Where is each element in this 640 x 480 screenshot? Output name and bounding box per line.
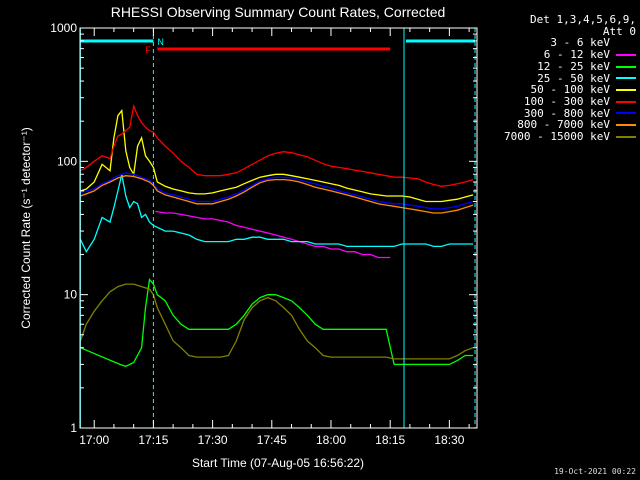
legend-entry-4: 50 - 100 keV: [470, 84, 636, 96]
x-tick-label-6: 18:30: [434, 433, 464, 447]
series-line-8: [79, 283, 474, 360]
legend-entry-2: 12 - 25 keV: [470, 61, 636, 73]
legend-entry-label: 6 - 12 keV: [543, 48, 610, 62]
legend-entry-5: 100 - 300 keV: [470, 96, 636, 108]
series-line-2: [80, 277, 474, 367]
legend-entry-8: 7000 - 15000 keV: [470, 131, 636, 143]
flag-label-F: F: [145, 45, 151, 55]
plot-frame: [79, 27, 478, 429]
y-axis-label: Corrected Count Rate (s⁻¹ detector⁻¹): [19, 127, 33, 328]
flag-label-N: N: [157, 37, 164, 47]
legend-entry-label: 12 - 25 keV: [537, 59, 610, 73]
y-tick-label-1: 10: [64, 288, 78, 302]
legend-entry-label: 300 - 800 keV: [523, 106, 610, 120]
x-tick-label-2: 17:30: [198, 433, 228, 447]
legend-swatch: [616, 112, 636, 115]
legend-header-attenuator: Att 0: [602, 24, 636, 38]
legend-header-detectors: Det 1,3,4,5,6,9,: [530, 13, 636, 26]
series-line-3: [79, 174, 474, 254]
legend-entry-label: 3 - 6 keV: [550, 36, 610, 50]
legend-swatch: [616, 77, 636, 80]
series-line-5: [80, 103, 474, 187]
legend-entry-7: 800 - 7000 keV: [470, 119, 636, 131]
legend-entry-6: 300 - 800 keV: [470, 106, 636, 120]
legend-swatch: [616, 53, 636, 56]
series-line-0: [155, 198, 391, 238]
footer-timestamp: 19-Oct-2021 00:22: [554, 467, 636, 476]
y-tick-label-0: 1: [70, 421, 77, 435]
chart-title: RHESSI Observing Summary Count Rates, Co…: [111, 4, 446, 20]
x-tick-label-3: 17:45: [257, 433, 287, 447]
legend-swatch: [616, 135, 636, 138]
y-tick-label-3: 1000: [50, 21, 77, 35]
legend-entry-3: 25 - 50 keV: [470, 71, 636, 85]
legend: Det 1,3,4,5,6,9, Att 0 3 - 6 keV 6 - 12 k…: [470, 14, 636, 143]
x-tick-label-4: 18:00: [316, 433, 346, 447]
series-line-7: [80, 175, 474, 214]
legend-swatch: [616, 124, 636, 127]
legend-entry-label: 50 - 100 keV: [530, 83, 610, 97]
x-tick-label-1: 17:15: [138, 433, 168, 447]
series-line-1: [155, 210, 391, 259]
legend-entry-label: 800 - 7000 keV: [517, 118, 610, 132]
legend-swatch: [616, 65, 636, 68]
legend-entry-label: 100 - 300 keV: [523, 94, 610, 108]
legend-swatch: [616, 89, 636, 92]
series-line-4: [80, 108, 474, 203]
legend-entry-label: 7000 - 15000 keV: [504, 130, 610, 144]
legend-entry-0: 3 - 6 keV: [470, 37, 636, 49]
legend-entry-label: 25 - 50 keV: [537, 71, 610, 85]
y-tick-label-2: 100: [57, 154, 77, 168]
series-line-6: [80, 172, 474, 210]
legend-swatch: [616, 42, 636, 45]
legend-swatch: [616, 100, 636, 103]
x-axis-label: Start Time (07-Aug-05 16:56:22): [192, 456, 364, 470]
x-tick-label-5: 18:15: [375, 433, 405, 447]
x-tick-label-0: 17:00: [79, 433, 109, 447]
legend-entry-1: 6 - 12 keV: [470, 49, 636, 61]
